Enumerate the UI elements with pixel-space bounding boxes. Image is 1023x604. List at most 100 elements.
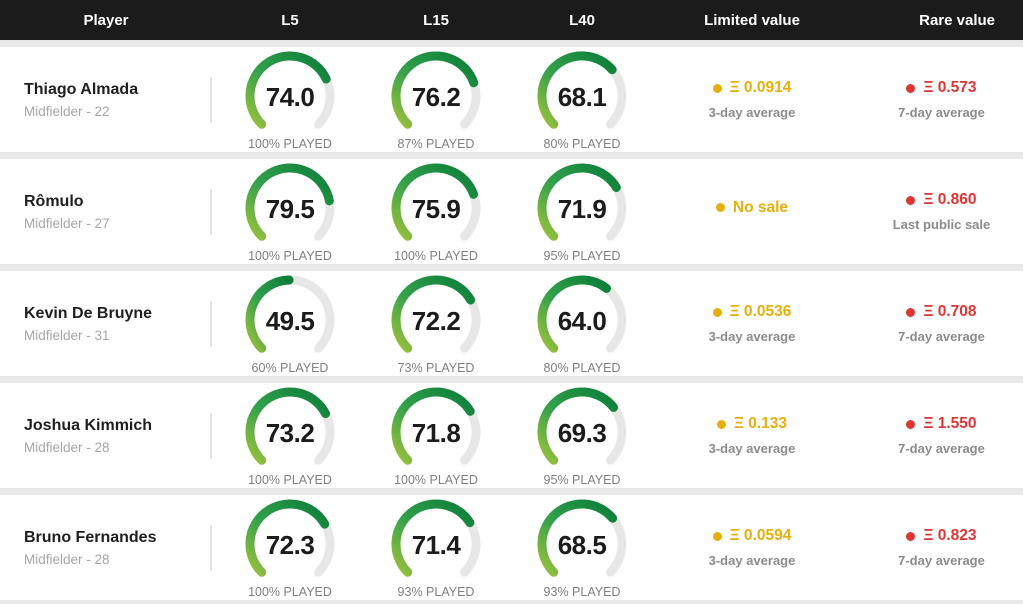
l15-gauge-score: 75.9 [411, 193, 461, 224]
l15-gauge-score: 71.8 [411, 417, 461, 448]
rare-dot-icon [906, 419, 916, 429]
header-l15: L15 [423, 11, 449, 29]
l40-played-label: 95% PLAYED [543, 472, 621, 487]
rare-value-cell: Ξ 1.550 7-day average [840, 415, 1023, 456]
table-header: Player L5 L15 L40 Limited value Rare val… [0, 0, 1023, 40]
rare-dot-icon [906, 307, 916, 317]
l40-gauge-score: 68.1 [557, 81, 607, 112]
l5-gauge-score: 74.0 [265, 81, 315, 112]
limited-dot-icon [716, 419, 726, 429]
header-rare-value: Rare value [919, 11, 995, 29]
l5-gauge-cell: 74.0 100% PLAYED [212, 49, 358, 151]
l5-gauge-score: 73.2 [265, 417, 315, 448]
l15-gauge-cell: 76.2 87% PLAYED [358, 49, 504, 151]
l5-gauge: 49.5 [231, 273, 349, 359]
limited-dot-icon [712, 83, 722, 93]
l15-gauge: 72.2 [377, 273, 495, 359]
player-row[interactable]: Joshua Kimmich Midfielder - 28 73.2 100%… [0, 383, 1023, 488]
l15-played-label: 93% PLAYED [397, 584, 475, 599]
l40-played-label: 95% PLAYED [543, 248, 621, 263]
l15-gauge-cell: 75.9 100% PLAYED [358, 161, 504, 263]
limited-value-cell: Ξ 0.0594 3-day average [650, 527, 840, 568]
l5-gauge: 72.3 [231, 497, 349, 583]
limited-value: No sale [732, 198, 789, 216]
column-divider [210, 300, 212, 347]
player-row[interactable]: Kevin De Bruyne Midfielder - 31 49.5 60%… [0, 271, 1023, 376]
l15-played-label: 73% PLAYED [397, 360, 475, 375]
l5-gauge: 79.5 [231, 161, 349, 247]
rare-value: Ξ 0.860 [923, 191, 977, 208]
limited-value-cell: Ξ 0.133 3-day average [650, 415, 840, 456]
l40-gauge: 69.3 [523, 385, 641, 471]
player-position-age: Midfielder - 27 [24, 215, 110, 231]
l15-gauge: 76.2 [377, 49, 495, 135]
l5-played-label: 100% PLAYED [248, 248, 332, 263]
player-name: Kevin De Bruyne [24, 304, 153, 322]
player-info: Bruno Fernandes Midfielder - 28 [0, 495, 212, 600]
l40-gauge-cell: 71.9 95% PLAYED [504, 161, 650, 263]
l5-gauge-cell: 73.2 100% PLAYED [212, 385, 358, 487]
rare-subtitle: 7-day average [898, 105, 985, 120]
player-info: Thiago Almada Midfielder - 22 [0, 47, 212, 152]
column-divider [210, 412, 212, 459]
l5-played-label: 100% PLAYED [248, 472, 332, 487]
l40-gauge-cell: 68.5 93% PLAYED [504, 497, 650, 599]
limited-dot-icon [715, 203, 725, 212]
rare-value-line: Ξ 0.708 [906, 303, 977, 321]
rare-value-cell: Ξ 0.823 7-day average [840, 527, 1023, 568]
limited-value: Ξ 0.0536 [729, 303, 792, 320]
rare-value-cell: Ξ 0.708 7-day average [840, 303, 1023, 344]
player-info: Joshua Kimmich Midfielder - 28 [0, 383, 212, 488]
player-name: Rômulo [24, 192, 84, 210]
limited-value-line: Ξ 0.0914 [712, 79, 791, 97]
limited-subtitle: 3-day average [708, 441, 796, 456]
l5-gauge-score: 72.3 [265, 529, 315, 560]
l40-gauge-cell: 69.3 95% PLAYED [504, 385, 650, 487]
player-name: Bruno Fernandes [24, 528, 157, 546]
column-divider [210, 524, 212, 571]
column-divider [210, 76, 212, 123]
rare-value: Ξ 0.573 [923, 79, 977, 96]
l5-gauge: 73.2 [231, 385, 349, 471]
limited-value-line: No sale [715, 198, 789, 217]
rare-value-line: Ξ 0.573 [906, 79, 977, 97]
l40-gauge: 64.0 [523, 273, 641, 359]
l5-played-label: 60% PLAYED [251, 360, 329, 375]
column-divider [210, 188, 212, 235]
l5-gauge-score: 49.5 [265, 305, 315, 336]
player-row[interactable]: Bruno Fernandes Midfielder - 28 72.3 100… [0, 495, 1023, 600]
player-info: Rômulo Midfielder - 27 [0, 159, 212, 264]
l40-gauge-cell: 68.1 80% PLAYED [504, 49, 650, 151]
limited-value: Ξ 0.133 [733, 415, 788, 432]
limited-dot-icon [712, 307, 722, 317]
l40-gauge: 68.1 [523, 49, 641, 135]
l5-gauge-score: 79.5 [265, 193, 315, 224]
l40-played-label: 80% PLAYED [543, 136, 621, 151]
l40-gauge-cell: 64.0 80% PLAYED [504, 273, 650, 375]
rare-value-cell: Ξ 0.860 Last public sale [840, 191, 1023, 232]
rare-value-line: Ξ 1.550 [906, 415, 977, 433]
limited-subtitle: 3-day average [708, 329, 796, 344]
rare-dot-icon [906, 195, 916, 205]
l5-gauge: 74.0 [231, 49, 349, 135]
l15-gauge-cell: 71.4 93% PLAYED [358, 497, 504, 599]
l15-gauge: 75.9 [377, 161, 495, 247]
l15-played-label: 100% PLAYED [394, 472, 478, 487]
l40-gauge-score: 68.5 [557, 529, 607, 560]
player-name: Thiago Almada [24, 80, 139, 98]
rare-value: Ξ 0.708 [923, 303, 977, 320]
player-position-age: Midfielder - 28 [24, 439, 110, 455]
player-row[interactable]: Thiago Almada Midfielder - 22 74.0 100% … [0, 47, 1023, 152]
l40-played-label: 93% PLAYED [543, 584, 621, 599]
rare-value: Ξ 1.550 [923, 415, 977, 432]
l40-gauge: 68.5 [523, 497, 641, 583]
limited-value-cell: Ξ 0.0536 3-day average [650, 303, 840, 344]
rare-subtitle: 7-day average [898, 441, 985, 456]
l15-gauge: 71.8 [377, 385, 495, 471]
l40-played-label: 80% PLAYED [543, 360, 621, 375]
l15-gauge-score: 71.4 [411, 529, 461, 560]
player-rows: Thiago Almada Midfielder - 22 74.0 100% … [0, 47, 1023, 600]
l15-played-label: 100% PLAYED [394, 248, 478, 263]
l5-gauge-cell: 72.3 100% PLAYED [212, 497, 358, 599]
player-row[interactable]: Rômulo Midfielder - 27 79.5 100% PLAYED [0, 159, 1023, 264]
